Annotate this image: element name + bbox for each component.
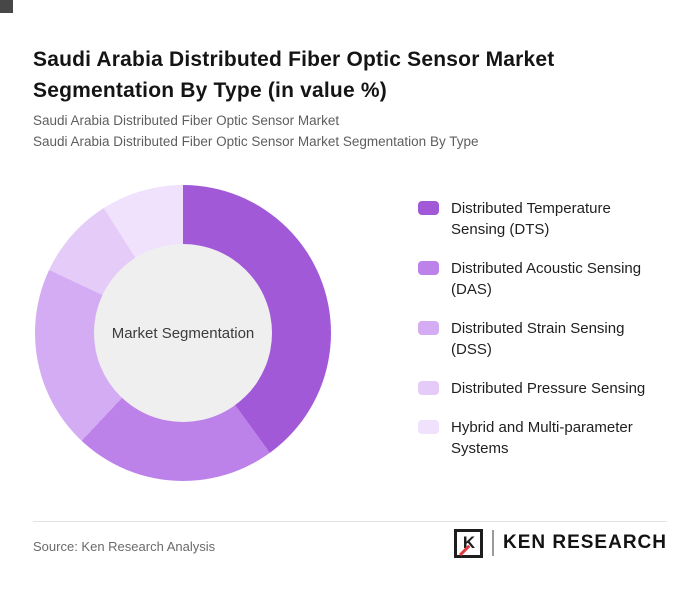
source-note: Source: Ken Research Analysis (33, 539, 216, 554)
legend-swatch (418, 420, 439, 434)
donut-chart: Market Segmentation (35, 185, 331, 481)
ken-research-logo: K KEN RESEARCH (454, 527, 667, 559)
subtitle-line-1: Saudi Arabia Distributed Fiber Optic Sen… (33, 113, 340, 128)
logo-brand-text: KEN RESEARCH (502, 532, 667, 553)
legend-swatch (418, 201, 439, 215)
legend: Distributed Temperature Sensing (DTS) Dis… (418, 198, 668, 459)
legend-swatch (418, 381, 439, 395)
legend-item: Distributed Acoustic Sensing (DAS) (418, 258, 668, 300)
legend-item: Distributed Temperature Sensing (DTS) (418, 198, 668, 240)
logo-k-box: K (454, 528, 484, 558)
legend-label: Distributed Strain Sensing (DSS) (451, 320, 625, 358)
legend-label: Hybrid and Multi-parameter Systems (451, 419, 633, 457)
legend-swatch (418, 321, 439, 335)
footer-divider (33, 521, 667, 522)
legend-swatch (418, 261, 439, 275)
donut-hole: Market Segmentation (94, 244, 272, 422)
legend-item: Distributed Pressure Sensing (418, 378, 668, 399)
legend-item: Distributed Strain Sensing (DSS) (418, 318, 668, 360)
legend-label: Distributed Acoustic Sensing (DAS) (451, 260, 642, 298)
legend-label: Distributed Temperature Sensing (DTS) (451, 200, 611, 238)
subtitle-line-2: Saudi Arabia Distributed Fiber Optic Sen… (33, 134, 479, 149)
logo-separator (492, 530, 494, 556)
donut-center-label: Market Segmentation (111, 324, 255, 342)
subtitle-block: Saudi Arabia Distributed Fiber Optic Sen… (33, 110, 663, 152)
legend-label: Distributed Pressure Sensing (451, 380, 646, 397)
legend-item: Hybrid and Multi-parameter Systems (418, 417, 668, 459)
page-title: Saudi Arabia Distributed Fiber Optic Sen… (33, 48, 555, 103)
corner-marker (0, 0, 13, 13)
